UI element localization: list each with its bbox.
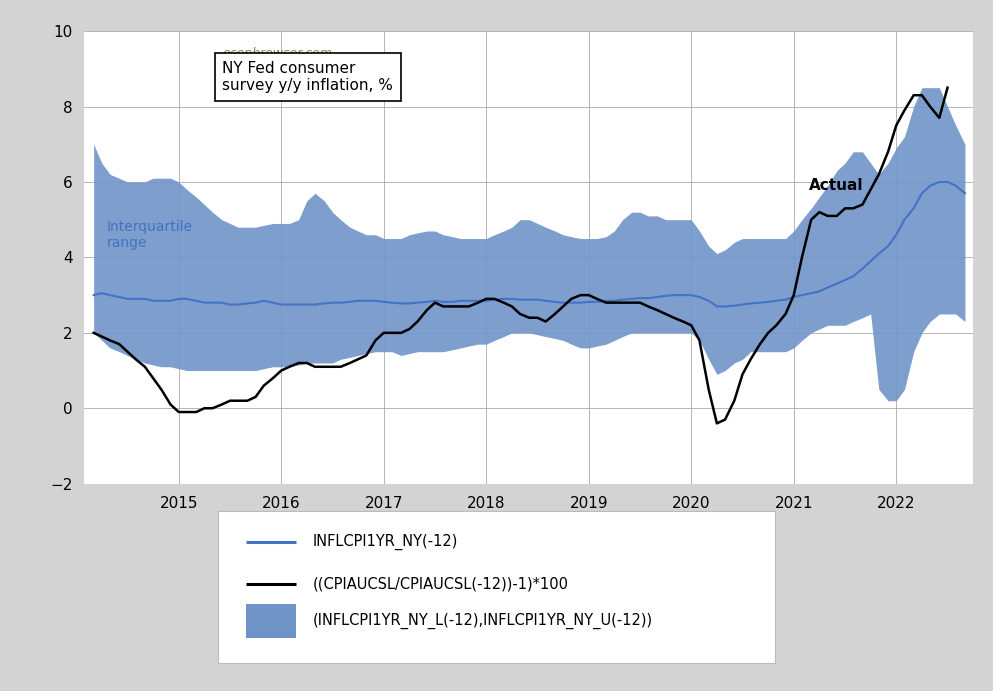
Text: econbrowser.com: econbrowser.com bbox=[222, 47, 332, 60]
Bar bbox=[246, 604, 296, 638]
Text: Interquartile
range: Interquartile range bbox=[107, 220, 193, 250]
Text: (INFLCPI1YR_NY_L(-12),INFLCPI1YR_NY_U(-12)): (INFLCPI1YR_NY_L(-12),INFLCPI1YR_NY_U(-1… bbox=[313, 613, 653, 629]
Text: ((CPIAUCSL/CPIAUCSL(-12))-1)*100: ((CPIAUCSL/CPIAUCSL(-12))-1)*100 bbox=[313, 577, 569, 591]
Text: NY Fed consumer
survey y/y inflation, %: NY Fed consumer survey y/y inflation, % bbox=[222, 61, 393, 93]
Text: Actual: Actual bbox=[809, 178, 864, 193]
Text: INFLCPI1YR_NY(-12): INFLCPI1YR_NY(-12) bbox=[313, 533, 459, 550]
